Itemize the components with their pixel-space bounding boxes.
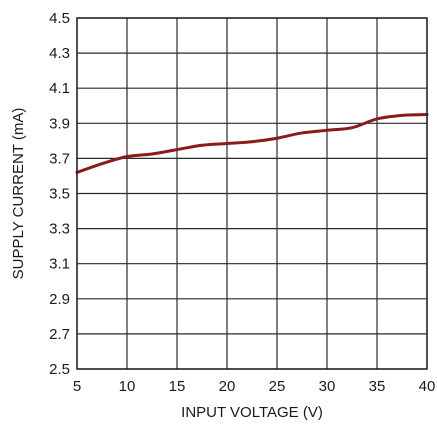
plot-frame (76, 17, 428, 370)
y-tick-label: 2.5 (49, 361, 70, 378)
y-tick-label: 4.3 (49, 45, 70, 62)
y-tick-label: 3.3 (49, 221, 70, 238)
x-tick-label: 15 (169, 378, 186, 395)
x-tick-label: 10 (119, 378, 136, 395)
x-tick-label: 40 (419, 378, 436, 395)
x-axis-label: INPUT VOLTAGE (V) (181, 404, 323, 421)
x-tick-label: 30 (319, 378, 336, 395)
y-tick-label: 3.9 (49, 115, 70, 132)
y-tick-label: 3.7 (49, 150, 70, 167)
x-tick-label: 35 (369, 378, 386, 395)
y-tick-label: 2.9 (49, 291, 70, 308)
x-tick-labels: 5 10 15 20 25 30 35 40 (73, 378, 436, 395)
grid (76, 17, 428, 370)
x-tick-label: 20 (219, 378, 236, 395)
y-tick-label: 3.1 (49, 256, 70, 273)
y-axis-label: SUPPLY CURRENT (mA) (10, 108, 27, 280)
y-tick-label: 4.5 (49, 10, 70, 27)
y-tick-labels: 2.5 2.7 2.9 3.1 3.3 3.5 3.7 3.9 4.1 4.3 4.5 (49, 10, 70, 378)
x-tick-label: 5 (73, 378, 81, 395)
y-tick-label: 4.1 (49, 80, 70, 97)
x-tick-label: 25 (269, 378, 286, 395)
y-tick-label: 2.7 (49, 326, 70, 343)
y-tick-label: 3.5 (49, 186, 70, 203)
